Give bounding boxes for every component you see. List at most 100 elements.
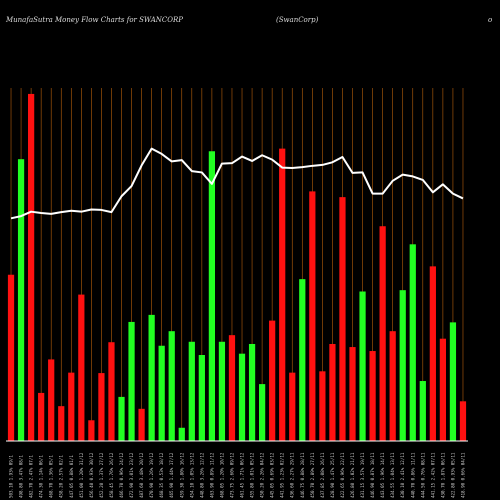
x-tick-label: 450.70 2.89% 27/11 <box>310 452 315 498</box>
x-tick-label: 455.80 1.01% 05/12 <box>250 452 255 498</box>
x-tick-label: 436.60 2.27% 29/11 <box>290 452 295 498</box>
x-tick-label: 451.00 1.20% 31/12 <box>79 452 84 498</box>
x-tick-label: 422.65 0.96% 22/11 <box>340 452 345 498</box>
bar-down <box>48 359 55 441</box>
x-tick-label: 450.20 2.26% 04/12 <box>260 452 265 498</box>
bar-down <box>88 420 95 441</box>
x-tick-label: 454.10 1.05% 13/12 <box>189 452 194 498</box>
bar-down <box>339 197 346 441</box>
bar-down <box>379 226 386 441</box>
bar-down <box>349 347 356 441</box>
x-tick-label: 456.40 0.93% 30/12 <box>89 452 94 498</box>
chart-corner-text: o <box>488 16 492 24</box>
bar-down <box>279 148 286 441</box>
bar-up <box>259 384 266 441</box>
bar-up <box>299 279 306 441</box>
x-tick-labels: 503.10 1.93% 09/1 498.80 3.47% 08/1 482.70… <box>9 452 466 498</box>
trend-line <box>10 147 464 220</box>
bar-down <box>7 274 15 441</box>
x-tick-label: 473.75 2.60% 09/12 <box>229 452 234 498</box>
x-tick-label: 498.80 3.47% 08/1 <box>19 455 24 498</box>
bar-up <box>17 159 25 441</box>
bar-down <box>38 392 45 441</box>
x-tick-label: 426.80 1.02% 21/11 <box>350 452 355 498</box>
bar-down <box>68 372 75 441</box>
bar-down <box>319 371 326 441</box>
chart-title: MunafaSutra Money Flow Charts for SWANCO… <box>5 16 183 24</box>
x-tick-label: 466.70 0.96% 24/12 <box>119 452 124 498</box>
x-tick-label: 443.05 1.96% 14/11 <box>380 452 385 498</box>
x-tick-label: 446.90 0.87% 18/11 <box>370 452 375 498</box>
x-tick-label: 440.70 0.86% 11/11 <box>410 452 415 498</box>
money-flow-bars <box>7 93 467 442</box>
bar-down <box>289 372 296 441</box>
x-tick-label: 463.90 0.89% 11/12 <box>209 452 214 498</box>
bar-down <box>138 408 145 441</box>
bar-up <box>178 427 185 441</box>
x-tick-label: 444.50 0.76% 08/11 <box>420 452 425 498</box>
bar-up <box>198 355 205 441</box>
bar-up <box>248 343 256 441</box>
bar-up <box>409 244 416 441</box>
bar-down <box>369 351 376 441</box>
x-tick-label: 482.70 2.47% 07/1 <box>29 455 34 498</box>
bar-down <box>28 93 35 442</box>
bar-down <box>98 373 105 441</box>
x-tick-label: 430.70 1.87% 06/11 <box>440 452 445 498</box>
x-tick-label: 459.30 1.80% 16/12 <box>179 452 184 498</box>
x-tick-label: 437.85 2.08% 26/11 <box>320 452 325 498</box>
bar-up <box>158 345 165 441</box>
x-tick-label: 468.35 0.53% 18/12 <box>159 452 164 498</box>
x-tick-label: 474.30 1.14% 06/1 <box>39 455 44 498</box>
bar-down <box>429 266 436 441</box>
bar-down <box>108 342 115 441</box>
bar-up <box>168 331 175 441</box>
x-tick-label: 472.90 3.01% 23/12 <box>129 452 134 498</box>
bar-up <box>118 396 125 441</box>
x-tick-label: 458.20 2.57% 02/1 <box>59 455 64 498</box>
bar-up <box>238 353 246 441</box>
bar-down <box>228 335 236 441</box>
bar-down <box>389 331 396 441</box>
x-tick-label: 452.20 1.37% 27/12 <box>99 452 104 498</box>
chart-subtitle: (SwanCorp) <box>276 16 319 24</box>
x-tick-label: 430.10 2.41% 12/11 <box>400 452 405 498</box>
x-tick-label: 461.45 1.71% 06/12 <box>240 452 245 498</box>
x-tick-label: 441.15 2.42% 07/11 <box>430 452 435 498</box>
x-tick-label: 458.45 1.76% 26/12 <box>109 452 114 498</box>
x-tick-label: 422.80 0.93% 05/11 <box>450 452 455 498</box>
bar-up <box>218 341 226 441</box>
x-tick-label: 447.05 0.88% 01/1 <box>69 455 74 498</box>
x-tick-label: 465.90 1.44% 17/12 <box>169 452 174 498</box>
bar-up <box>359 291 366 441</box>
x-tick-label: 468.05 1.20% 10/12 <box>219 452 224 498</box>
bar-up <box>419 381 426 441</box>
x-tick-label: 468.70 1.36% 05/1 <box>49 455 54 498</box>
bar-down <box>269 320 276 441</box>
bar-down <box>309 191 316 441</box>
x-tick-label: 446.75 0.88% 28/11 <box>300 452 305 498</box>
x-tick-label: 487.60 3.48% 20/12 <box>139 452 144 498</box>
trend-line-layer <box>10 147 464 220</box>
bar-down <box>459 401 467 441</box>
bar-up <box>128 321 135 441</box>
x-tick-label: 428.90 1.47% 25/11 <box>330 452 335 498</box>
bar-down <box>439 338 447 441</box>
x-tick-label: 448.80 3.26% 12/12 <box>199 452 204 498</box>
x-tick-label: 431.15 3.57% 19/11 <box>360 452 365 498</box>
x-tick-label: 503.10 1.93% 09/1 <box>9 455 14 498</box>
bar-up <box>208 151 216 441</box>
bar-up <box>449 322 457 441</box>
x-tick-label: 418.90 0.66% 04/11 <box>460 452 465 498</box>
bar-up <box>188 341 195 441</box>
x-tick-label: 434.55 1.04% 13/11 <box>390 452 395 498</box>
bar-down <box>329 343 336 441</box>
x-tick-label: 470.90 1.26% 19/12 <box>149 452 154 498</box>
x-tick-label: 441.95 1.23% 02/12 <box>280 452 285 498</box>
bar-up <box>148 314 155 441</box>
bar-up <box>399 290 406 441</box>
x-tick-label: 445.05 0.69% 03/12 <box>270 452 275 498</box>
bar-down <box>58 406 65 441</box>
